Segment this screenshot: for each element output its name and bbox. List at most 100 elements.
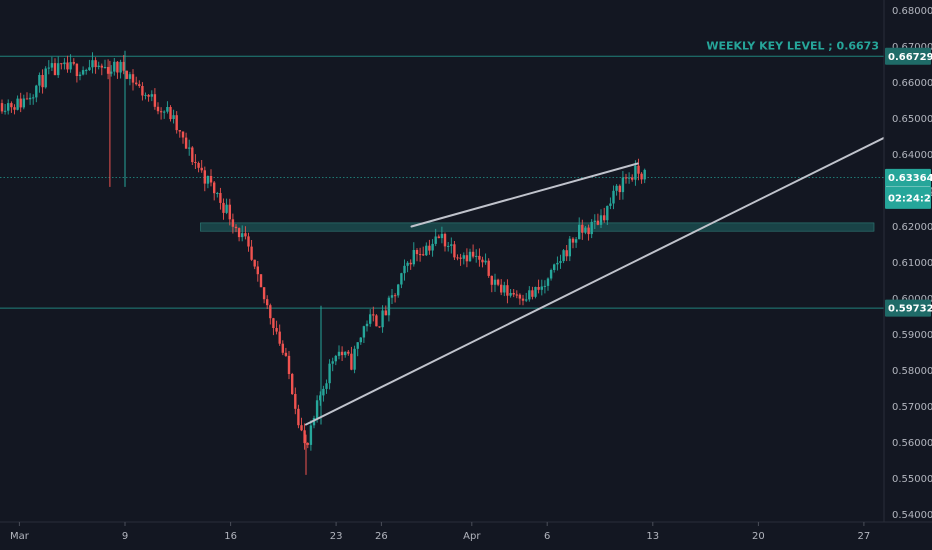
candle-body bbox=[206, 176, 210, 184]
candle bbox=[481, 256, 484, 268]
price-axis-panel[interactable] bbox=[884, 0, 932, 522]
candle bbox=[643, 168, 646, 184]
candle-body bbox=[113, 61, 116, 72]
price-tick-label: 0.68000 bbox=[892, 6, 932, 17]
candle-body bbox=[484, 260, 487, 263]
candle bbox=[294, 387, 297, 415]
candle-body bbox=[88, 67, 91, 71]
candle bbox=[393, 293, 397, 303]
candle-body bbox=[350, 353, 353, 370]
candle bbox=[640, 172, 643, 184]
candle bbox=[484, 253, 487, 265]
candle bbox=[422, 246, 425, 256]
candle bbox=[365, 320, 369, 332]
upper-trendline[interactable] bbox=[410, 162, 639, 228]
candle-body bbox=[256, 266, 259, 275]
candle-body bbox=[462, 255, 465, 259]
price-tick-label: 0.55000 bbox=[892, 474, 932, 485]
candle bbox=[122, 55, 125, 75]
candle bbox=[234, 224, 238, 233]
lower-trendline[interactable] bbox=[305, 124, 911, 426]
candle-body bbox=[110, 71, 113, 74]
candle bbox=[465, 248, 469, 268]
candle-body bbox=[200, 167, 203, 171]
candle-body bbox=[531, 290, 534, 297]
candle bbox=[621, 171, 625, 200]
candle-body bbox=[203, 170, 206, 184]
candle bbox=[75, 63, 79, 83]
candle bbox=[553, 263, 556, 273]
candle-body bbox=[369, 314, 372, 324]
candle-body bbox=[178, 130, 181, 132]
candle bbox=[347, 350, 350, 356]
candle-body bbox=[378, 326, 381, 328]
candle-body bbox=[234, 226, 238, 229]
candle bbox=[44, 66, 47, 89]
candle-body bbox=[138, 84, 141, 86]
candle-body bbox=[490, 275, 493, 285]
candle bbox=[159, 107, 163, 120]
candle-body bbox=[266, 299, 269, 306]
candle bbox=[103, 59, 107, 69]
candle-body bbox=[16, 98, 19, 110]
candle bbox=[216, 191, 219, 198]
trendlines-layer[interactable] bbox=[305, 124, 911, 426]
candle-body bbox=[213, 182, 216, 194]
candle bbox=[128, 71, 132, 86]
candle bbox=[85, 68, 88, 75]
candle-body bbox=[578, 224, 581, 240]
candle bbox=[284, 347, 288, 357]
candle-body bbox=[340, 351, 344, 356]
candle bbox=[178, 130, 181, 138]
candle bbox=[440, 226, 444, 244]
candle bbox=[606, 205, 609, 225]
candle-body bbox=[122, 61, 125, 71]
candle-body bbox=[135, 82, 138, 85]
candle-body bbox=[244, 233, 247, 237]
candle-body bbox=[515, 294, 518, 296]
candle-body bbox=[7, 103, 10, 111]
candle bbox=[624, 173, 628, 184]
candle-body bbox=[163, 111, 166, 113]
candle bbox=[116, 61, 119, 79]
price-axis[interactable]: 0.680000.670000.660000.650000.640000.630… bbox=[892, 6, 932, 521]
candle bbox=[543, 280, 547, 294]
candle-body bbox=[91, 60, 94, 68]
candle bbox=[571, 237, 575, 249]
candle bbox=[169, 105, 172, 122]
candle bbox=[593, 214, 596, 229]
candle bbox=[13, 104, 16, 115]
weekly-key-level-badge-price: 0.66729 bbox=[888, 52, 932, 63]
candle bbox=[163, 110, 166, 119]
candle bbox=[41, 69, 44, 94]
candle bbox=[506, 279, 509, 304]
candle-body bbox=[175, 115, 178, 131]
candle-body bbox=[521, 298, 525, 301]
candle-body bbox=[493, 279, 497, 285]
candle-body bbox=[231, 219, 235, 227]
candle-body bbox=[375, 315, 378, 327]
candle-body bbox=[144, 94, 147, 96]
candle-body bbox=[269, 305, 272, 319]
candle-body bbox=[328, 363, 331, 384]
candle-body bbox=[100, 65, 103, 68]
candle bbox=[531, 286, 534, 300]
candle-body bbox=[300, 425, 303, 431]
candle bbox=[615, 184, 618, 196]
candle-body bbox=[150, 94, 153, 97]
candle-body bbox=[434, 236, 437, 244]
candle bbox=[135, 76, 138, 86]
candle bbox=[7, 99, 10, 115]
candle bbox=[425, 242, 428, 256]
candle bbox=[113, 58, 116, 76]
candle-body bbox=[287, 355, 291, 374]
candle-body bbox=[431, 243, 434, 251]
candle bbox=[181, 131, 185, 144]
candle-body bbox=[78, 74, 82, 76]
candle bbox=[57, 56, 60, 78]
candle bbox=[478, 248, 481, 267]
candle bbox=[406, 261, 409, 273]
candle-body bbox=[10, 103, 13, 108]
time-axis[interactable]: Mar 9 16 23 26 Apr 6 13 20 27 bbox=[10, 522, 870, 542]
